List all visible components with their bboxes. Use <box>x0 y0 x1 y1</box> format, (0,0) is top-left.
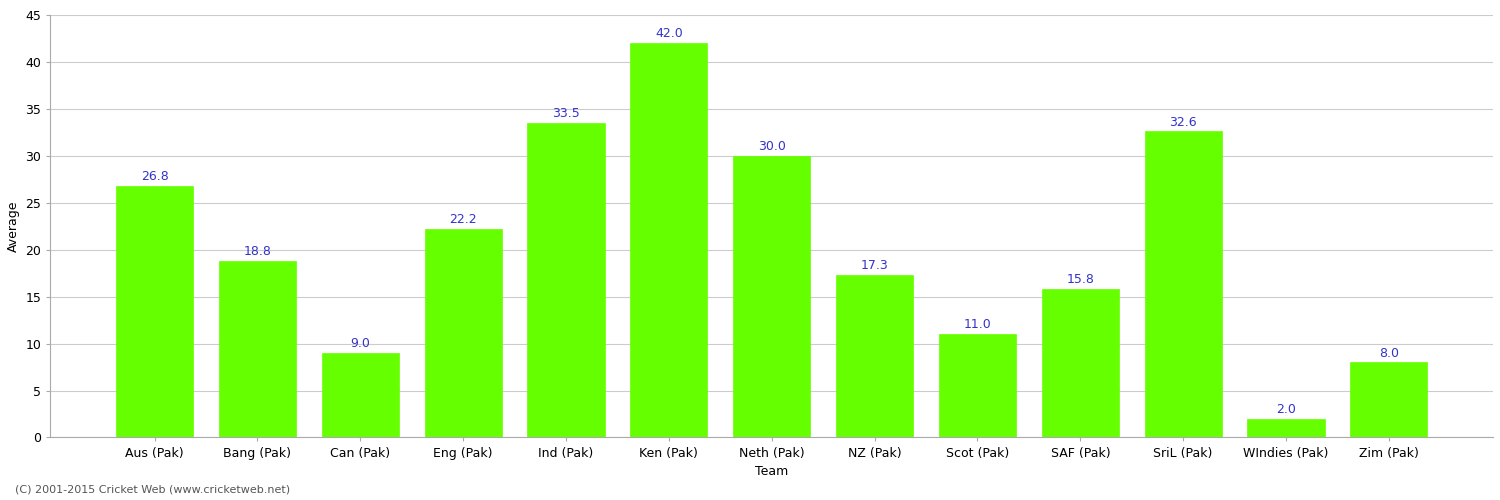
Text: 18.8: 18.8 <box>243 245 272 258</box>
Bar <box>116 186 194 438</box>
Bar <box>1248 418 1324 438</box>
X-axis label: Team: Team <box>754 465 789 478</box>
Bar <box>836 275 914 438</box>
Y-axis label: Average: Average <box>8 200 20 252</box>
Text: 26.8: 26.8 <box>141 170 168 183</box>
Text: 2.0: 2.0 <box>1276 403 1296 416</box>
Text: 33.5: 33.5 <box>552 107 580 120</box>
Text: 22.2: 22.2 <box>450 213 477 226</box>
Text: (C) 2001-2015 Cricket Web (www.cricketweb.net): (C) 2001-2015 Cricket Web (www.cricketwe… <box>15 485 290 495</box>
Bar <box>1350 362 1428 438</box>
Bar <box>1144 132 1222 438</box>
Text: 9.0: 9.0 <box>351 337 370 350</box>
Bar <box>939 334 1016 438</box>
Bar <box>219 261 296 438</box>
Bar <box>528 123 605 438</box>
Bar <box>1041 289 1119 438</box>
Text: 11.0: 11.0 <box>963 318 992 332</box>
Bar <box>734 156 810 438</box>
Text: 30.0: 30.0 <box>758 140 786 153</box>
Text: 15.8: 15.8 <box>1066 274 1095 286</box>
Text: 17.3: 17.3 <box>861 259 888 272</box>
Bar <box>424 229 501 438</box>
Text: 42.0: 42.0 <box>656 28 682 40</box>
Bar <box>321 353 399 438</box>
Bar <box>630 43 708 438</box>
Text: 32.6: 32.6 <box>1170 116 1197 128</box>
Text: 8.0: 8.0 <box>1378 346 1400 360</box>
